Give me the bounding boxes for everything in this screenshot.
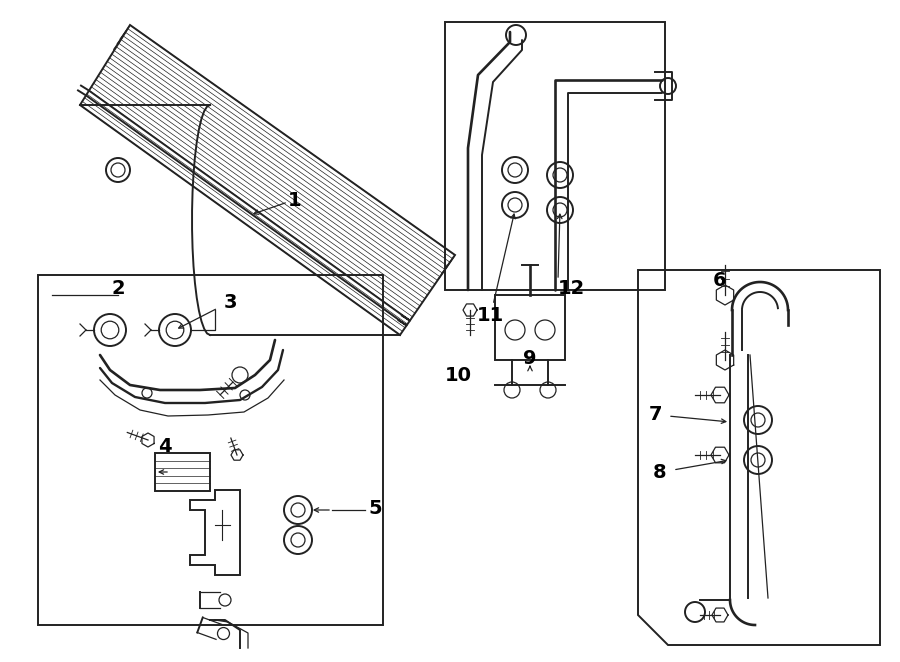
Text: 5: 5 (368, 498, 382, 518)
Text: 4: 4 (158, 438, 172, 457)
Text: 10: 10 (445, 365, 472, 385)
Text: 7: 7 (648, 406, 662, 424)
Text: 8: 8 (653, 463, 667, 481)
Text: 2: 2 (112, 279, 125, 297)
Text: 3: 3 (223, 293, 237, 312)
Text: 6: 6 (713, 271, 727, 289)
Text: 12: 12 (558, 279, 585, 297)
Text: 1: 1 (288, 191, 302, 209)
Text: 9: 9 (523, 348, 536, 367)
Text: 11: 11 (476, 305, 504, 324)
